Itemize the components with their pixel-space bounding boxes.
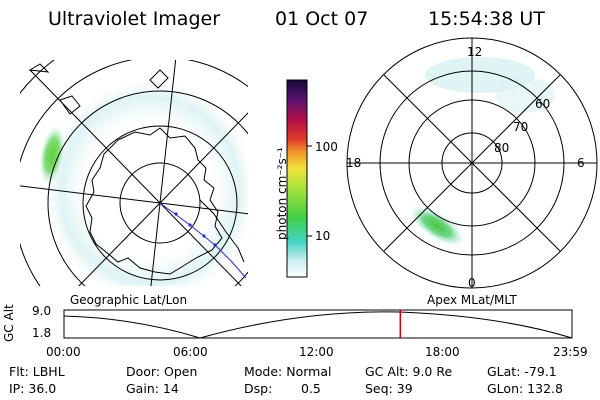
mode-info: Mode: Normal: [244, 364, 332, 379]
colorbar-unit-label: photon cm⁻²s⁻¹: [275, 147, 289, 240]
time-label: 15:54:38 UT: [428, 8, 545, 30]
mlat-label-60: 60: [535, 97, 551, 111]
colorbar-tick-10: 10: [315, 229, 331, 243]
dsp-label: Dsp:: [244, 381, 273, 396]
orbit-plot: [63, 309, 573, 339]
geographic-map: [20, 60, 248, 286]
colorbar: [286, 79, 312, 278]
orbit-xtick-0600: 06:00: [173, 345, 208, 359]
orbit-xtick-1800: 18:00: [425, 345, 460, 359]
seq-info: Seq: 39: [365, 381, 413, 396]
door-info: Door: Open: [126, 364, 198, 379]
orbit-ylabel: GC Alt: [2, 304, 16, 342]
ip-info: IP: 36.0: [9, 381, 57, 396]
app-title: Ultraviolet Imager: [48, 8, 221, 30]
gc-alt-info: GC Alt: 9.0 Re: [365, 364, 453, 379]
orbit-ytick-top: 9.0: [32, 304, 52, 318]
glat-info: GLat: -79.1: [487, 364, 557, 379]
mlt-label-12: 12: [467, 45, 483, 59]
orbit-xtick-2359: 23:59: [553, 345, 588, 359]
mlt-label-18: 18: [346, 156, 362, 170]
right-panel-label: Apex MLat/MLT: [427, 293, 517, 307]
mlt-label-6: 6: [577, 156, 585, 170]
mlat-label-80: 80: [494, 141, 510, 155]
mlat-label-70: 70: [513, 120, 529, 134]
orbit-ytick-bottom: 1.8: [32, 326, 52, 340]
date-label: 01 Oct 07: [275, 8, 369, 30]
orbit-xtick-0000: 00:00: [46, 345, 81, 359]
dsp-value: 0.5: [301, 381, 321, 396]
glon-info: GLon: 132.8: [487, 381, 563, 396]
gain-info: Gain: 14: [126, 381, 179, 396]
left-panel-label: Geographic Lat/Lon: [70, 293, 188, 307]
filter-info: Flt: LBHL: [9, 364, 65, 379]
mlt-label-0: 0: [468, 276, 476, 290]
colorbar-tick-100: 100: [315, 140, 338, 154]
orbit-xtick-1200: 12:00: [299, 345, 334, 359]
polar-plot: [346, 37, 598, 289]
